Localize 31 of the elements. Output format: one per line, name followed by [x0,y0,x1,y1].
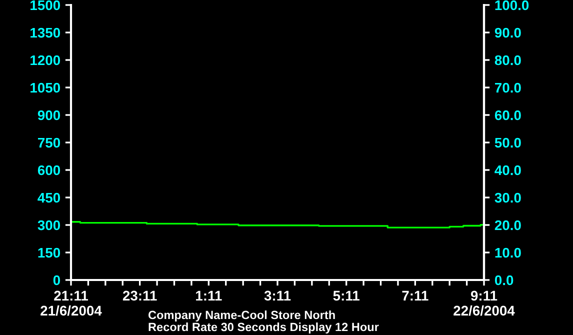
y-tick-label: 1500 [30,0,60,10]
x-tick-label: 9:11 22/6/2004 [454,290,515,316]
y2-tick-label: 40.0 [494,165,521,176]
y-tick-label: 0 [53,275,60,286]
y2-tick-label: 0.0 [494,275,514,286]
y2-tick-label: 80.0 [494,55,521,66]
x-tick-label: 3:11 [264,290,291,301]
y2-tick-label: 60.0 [494,110,521,120]
y2-tick-label: 50.0 [494,138,521,148]
y2-tick-label: 20.0 [494,220,521,230]
y-tick-label: 150 [38,248,60,258]
x-tick-label: 23:11 [122,290,157,301]
y2-tick-label: 30.0 [494,192,521,203]
y-tick-label: 1350 [30,28,60,38]
y2-tick-label: 90.0 [494,28,521,38]
y2-tick-label: 100.0 [495,0,529,10]
x-tick-label: 7:11 [402,290,428,300]
y-tick-label: 1200 [30,55,60,66]
text: Record Rate 30 Seconds Display 12 Hour [148,322,379,334]
y2-tick-label: 70.0 [495,82,521,93]
x-tick-label: 21:11 21/6/2004 [40,290,102,316]
y-tick-label: 750 [38,138,60,148]
y-tick-label: 450 [38,192,60,203]
x-tick-label: 1:11 [196,290,222,300]
y-tick-label: 1050 [30,82,60,93]
x-tick-label: 5:11 [333,290,360,301]
text: Company Name-Cool Store North [148,310,335,322]
y-tick-label: 600 [38,165,60,176]
y-tick-label: 900 [38,110,60,120]
y2-tick-label: 10.0 [495,248,521,258]
y-tick-label: 300 [38,220,60,230]
